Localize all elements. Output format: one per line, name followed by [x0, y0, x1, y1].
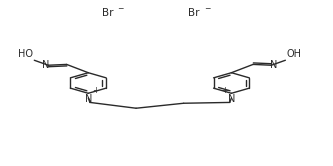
Text: OH: OH: [286, 49, 301, 59]
Text: N: N: [85, 94, 92, 104]
Text: −: −: [118, 4, 124, 13]
Text: Br: Br: [102, 8, 113, 18]
Text: N: N: [228, 94, 235, 104]
Text: N: N: [270, 60, 278, 70]
Text: −: −: [204, 4, 210, 13]
Text: +: +: [92, 86, 99, 95]
Text: Br: Br: [188, 8, 200, 18]
Text: +: +: [221, 86, 227, 95]
Text: N: N: [42, 60, 49, 70]
Text: HO: HO: [18, 49, 33, 59]
